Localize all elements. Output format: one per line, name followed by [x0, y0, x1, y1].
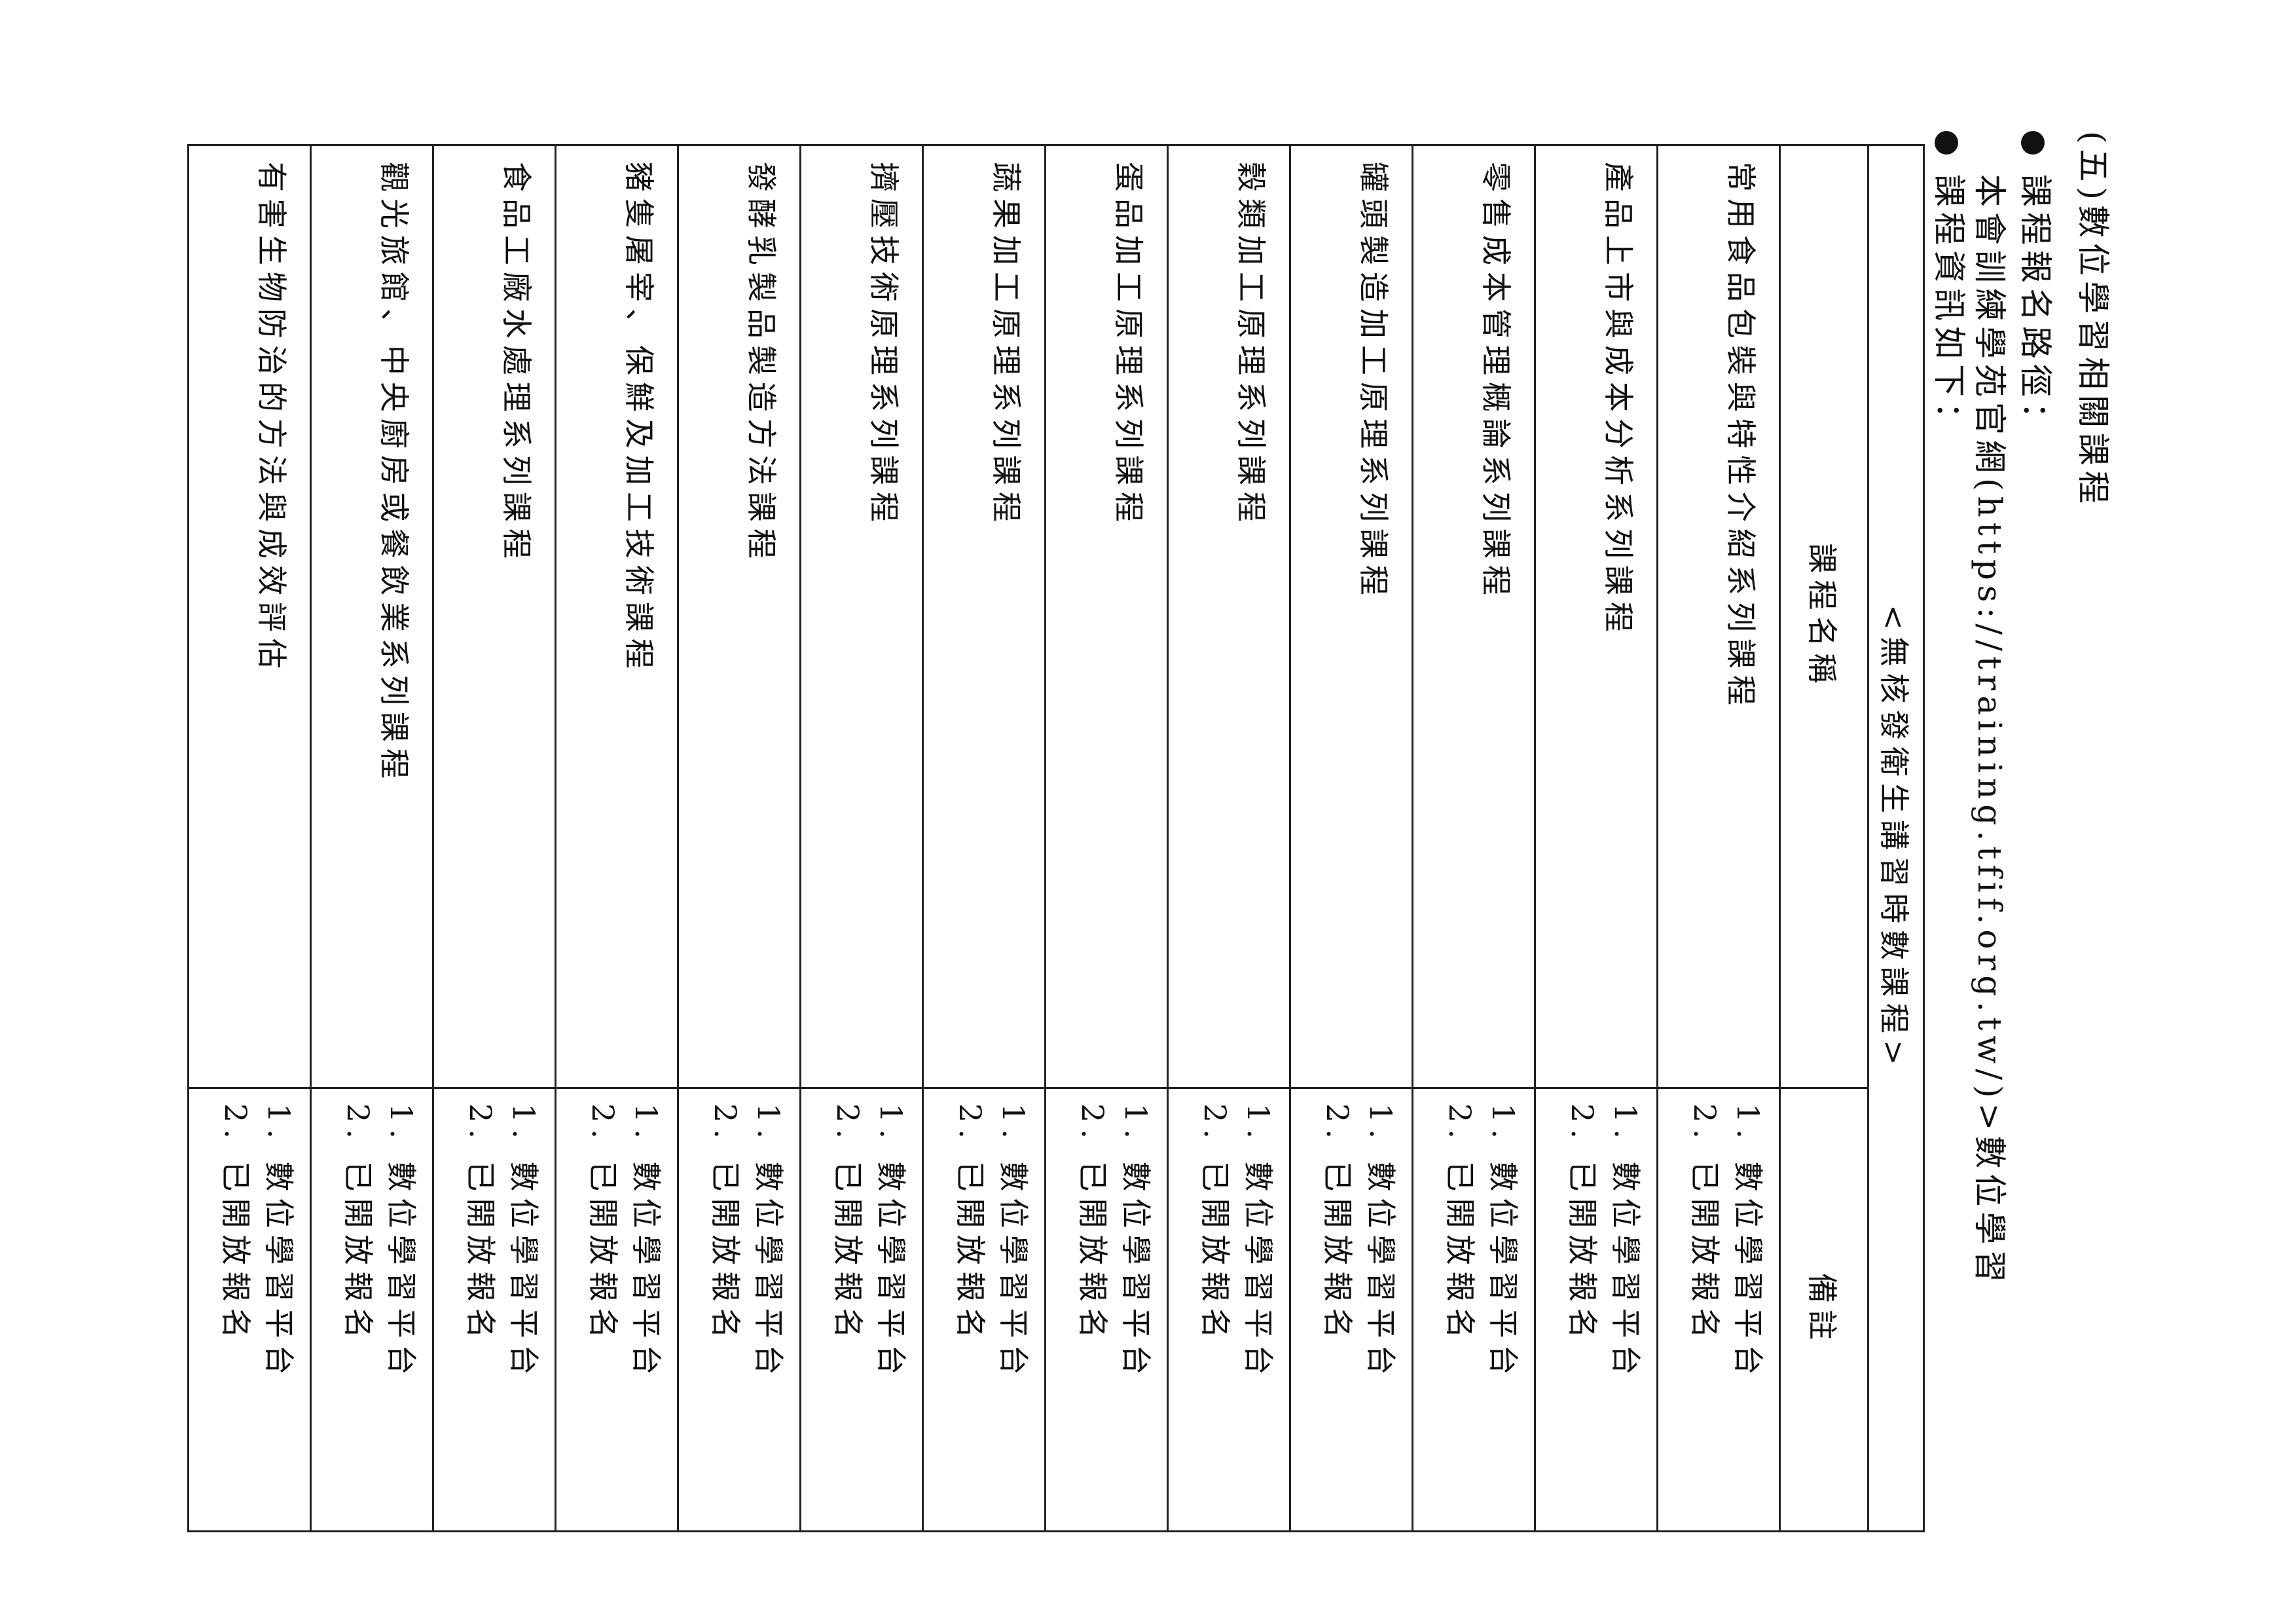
course-name: 食品工廠水處理系列課程	[433, 145, 556, 1088]
bullet-icon	[2021, 131, 2045, 155]
table-row: 豬隻屠宰、保鮮及加工技術課程 1. 數位學習平台 2. 已開放報名	[555, 145, 678, 1532]
note-platform: 1. 數位學習平台	[629, 1103, 664, 1382]
info-label-text: 課程資訊如下：	[1930, 174, 1968, 440]
course-note: 1. 數位學習平台 2. 已開放報名	[1535, 1088, 1658, 1532]
course-name: 常用食品包裝與特性介紹系列課程	[1657, 145, 1780, 1088]
note-platform: 1. 數位學習平台	[261, 1103, 297, 1382]
note-platform: 1. 數位學習平台	[1241, 1103, 1276, 1382]
table-row: 有害生物防治的方法與成效評估 1. 數位學習平台 2. 已開放報名	[188, 145, 311, 1532]
note-registration: 2. 已開放報名	[1197, 1103, 1233, 1345]
table-title: <無核發衛生講習時數課程>	[1868, 145, 1924, 1532]
note-registration: 2. 已開放報名	[1320, 1103, 1355, 1345]
table-row: 產品上市與成本分析系列課程 1. 數位學習平台 2. 已開放報名	[1535, 145, 1658, 1532]
course-name: 罐頭製造加工原理系列課程	[1290, 145, 1413, 1088]
note-platform: 1. 數位學習平台	[873, 1103, 909, 1382]
note-platform: 1. 數位學習平台	[1363, 1103, 1398, 1382]
note-platform: 1. 數位學習平台	[996, 1103, 1031, 1382]
course-note: 1. 數位學習平台 2. 已開放報名	[555, 1088, 678, 1532]
header-note: 備註	[1779, 1088, 1868, 1532]
registration-path-text: 本會訓練學苑官網(https://training.tfif.org.tw/)>…	[1971, 174, 2009, 1288]
note-platform: 1. 數位學習平台	[506, 1103, 541, 1382]
note-platform: 1. 數位學習平台	[1118, 1103, 1154, 1382]
header-course-name: 課程名稱	[1779, 145, 1868, 1088]
note-platform: 1. 數位學習平台	[1608, 1103, 1643, 1382]
note-registration: 2. 已開放報名	[953, 1103, 988, 1345]
course-note: 1. 數位學習平台 2. 已開放報名	[1412, 1088, 1535, 1532]
note-registration: 2. 已開放報名	[585, 1103, 621, 1345]
course-name: 穀類加工原理系列課程	[1167, 145, 1290, 1088]
table-row: 觀光旅館、中央廚房或餐飲業系列課程 1. 數位學習平台 2. 已開放報名	[310, 145, 433, 1532]
table-row: 發酵乳製品製造方法課程 1. 數位學習平台 2. 已開放報名	[678, 145, 801, 1532]
course-note: 1. 數位學習平台 2. 已開放報名	[433, 1088, 556, 1532]
course-note: 1. 數位學習平台 2. 已開放報名	[678, 1088, 801, 1532]
course-note: 1. 數位學習平台 2. 已開放報名	[1167, 1088, 1290, 1532]
course-note: 1. 數位學習平台 2. 已開放報名	[310, 1088, 433, 1532]
course-note: 1. 數位學習平台 2. 已開放報名	[1045, 1088, 1168, 1532]
course-name: 擠壓技術原理系列課程	[800, 145, 923, 1088]
registration-path-label: 課程報名路徑：	[2014, 131, 2062, 440]
note-registration: 2. 已開放報名	[830, 1103, 866, 1345]
course-name: 豬隻屠宰、保鮮及加工技術課程	[555, 145, 678, 1088]
course-name: 蔬果加工原理系列課程	[922, 145, 1046, 1088]
section-heading: (五)數位學習相關課程	[2074, 131, 2112, 509]
note-platform: 1. 數位學習平台	[751, 1103, 786, 1382]
course-note: 1. 數位學習平台 2. 已開放報名	[188, 1088, 311, 1532]
course-note: 1. 數位學習平台 2. 已開放報名	[1290, 1088, 1413, 1532]
note-registration: 2. 已開放報名	[218, 1103, 253, 1345]
note-registration: 2. 已開放報名	[1075, 1103, 1110, 1345]
note-platform: 1. 數位學習平台	[1730, 1103, 1766, 1382]
note-registration: 2. 已開放報名	[340, 1103, 376, 1345]
course-note: 1. 數位學習平台 2. 已開放報名	[922, 1088, 1046, 1532]
note-platform: 1. 數位學習平台	[1485, 1103, 1521, 1382]
table-row: 食品工廠水處理系列課程 1. 數位學習平台 2. 已開放報名	[433, 145, 556, 1532]
note-registration: 2. 已開放報名	[1565, 1103, 1600, 1345]
table-row: 穀類加工原理系列課程 1. 數位學習平台 2. 已開放報名	[1167, 145, 1290, 1532]
course-table: <無核發衛生講習時數課程> 課程名稱 備註 常用食品包裝與特性介紹系列課程 1.…	[187, 144, 1925, 1532]
table-row: 常用食品包裝與特性介紹系列課程 1. 數位學習平台 2. 已開放報名	[1657, 145, 1780, 1532]
course-name: 觀光旅館、中央廚房或餐飲業系列課程	[310, 145, 433, 1088]
course-name: 有害生物防治的方法與成效評估	[188, 145, 311, 1088]
course-name: 發酵乳製品製造方法課程	[678, 145, 801, 1088]
course-name: 零售成本管理概論系列課程	[1412, 145, 1535, 1088]
course-note: 1. 數位學習平台 2. 已開放報名	[1657, 1088, 1780, 1532]
table-row: 零售成本管理概論系列課程 1. 數位學習平台 2. 已開放報名	[1412, 145, 1535, 1532]
note-registration: 2. 已開放報名	[463, 1103, 498, 1345]
note-registration: 2. 已開放報名	[1687, 1103, 1722, 1345]
table-row: 罐頭製造加工原理系列課程 1. 數位學習平台 2. 已開放報名	[1290, 145, 1413, 1532]
course-note: 1. 數位學習平台 2. 已開放報名	[800, 1088, 923, 1532]
path-label-text: 課程報名路徑：	[2016, 174, 2054, 440]
note-registration: 2. 已開放報名	[708, 1103, 743, 1345]
bullet-icon	[1935, 131, 1958, 155]
table-row: 擠壓技術原理系列課程 1. 數位學習平台 2. 已開放報名	[800, 145, 923, 1532]
course-name: 蛋品加工原理系列課程	[1045, 145, 1168, 1088]
table-row: 蔬果加工原理系列課程 1. 數位學習平台 2. 已開放報名	[922, 145, 1046, 1532]
course-info-label: 課程資訊如下：	[1928, 131, 1975, 440]
course-name: 產品上市與成本分析系列課程	[1535, 145, 1658, 1088]
note-registration: 2. 已開放報名	[1442, 1103, 1478, 1345]
note-platform: 1. 數位學習平台	[384, 1103, 419, 1382]
table-row: 蛋品加工原理系列課程 1. 數位學習平台 2. 已開放報名	[1045, 145, 1168, 1532]
